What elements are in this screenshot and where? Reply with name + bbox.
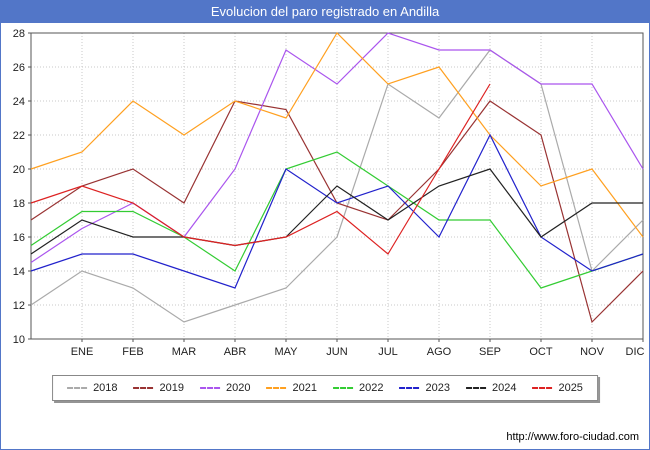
y-tick-label: 10 [13, 334, 25, 346]
legend-item-2022: 2022 [333, 382, 383, 394]
x-tick-label: MAR [172, 346, 197, 358]
x-tick-label: DIC [626, 346, 645, 358]
series-2021 [30, 32, 644, 238]
x-tick-label: NOV [580, 346, 605, 358]
legend-swatch-2025 [532, 387, 553, 389]
legend-swatch-2018 [67, 387, 88, 389]
x-tick-label: JUL [378, 346, 398, 358]
legend-label: 2023 [425, 382, 450, 394]
legend-item-2025: 2025 [532, 382, 583, 394]
y-tick-label: 28 [13, 28, 25, 40]
legend-item-2018: 2018 [67, 382, 118, 394]
y-tick-label: 18 [13, 198, 25, 210]
x-axis: ENE FEB MAR ABR MAY JUN JUL AGO SEP OCT NOV DIC [71, 339, 645, 358]
x-tick-label: FEB [122, 346, 143, 358]
legend-item-2024: 2024 [465, 382, 517, 394]
footer-url[interactable]: http://www.foro-ciudad.com [506, 431, 639, 443]
y-tick-label: 26 [13, 62, 25, 74]
footer: http://www.foro-ciudad.com [506, 431, 639, 443]
legend-swatch-2021 [266, 387, 287, 389]
x-tick-label: AGO [427, 346, 452, 358]
x-tick-label: ABR [224, 346, 247, 358]
y-tick-label: 24 [13, 96, 25, 108]
x-tick-label: OCT [529, 346, 553, 358]
y-tick-label: 14 [13, 266, 25, 278]
x-tick-label: SEP [479, 346, 501, 358]
y-tick-label: 16 [13, 232, 25, 244]
series-2025 [30, 83, 491, 255]
y-tick-label: 22 [13, 130, 25, 142]
title-bar: Evolucion del paro registrado en Andilla [1, 1, 649, 23]
legend-item-2023: 2023 [399, 382, 450, 394]
legend: 2018 2019 2020 2021 2022 2023 2024 2025 [52, 375, 598, 401]
legend-item-2019: 2019 [133, 382, 185, 394]
legend-label: 2021 [292, 382, 317, 394]
chart-title: Evolucion del paro registrado en Andilla [210, 4, 440, 19]
legend-swatch-2020 [200, 387, 221, 389]
legend-swatch-2022 [333, 387, 353, 389]
legend-label: 2025 [558, 382, 583, 394]
series-2022 [30, 151, 644, 289]
legend-label: 2019 [159, 382, 185, 394]
line-chart: 10 12 14 16 18 20 22 24 26 28 ENE FEB MAR ABR MAY JUN JU… [13, 28, 645, 358]
legend-swatch-2019 [133, 387, 154, 389]
series-2024 [30, 168, 643, 255]
legend-label: 2022 [359, 382, 384, 394]
y-axis: 10 12 14 16 18 20 22 24 26 28 [13, 28, 31, 346]
legend-label: 2024 [491, 382, 517, 394]
y-tick-label: 20 [13, 164, 25, 176]
y-tick-label: 12 [13, 300, 25, 312]
x-tick-label: JUN [326, 346, 347, 358]
legend-item-2020: 2020 [200, 382, 251, 394]
legend-swatch-2023 [399, 387, 420, 389]
legend-item-2021: 2021 [266, 382, 317, 394]
x-tick-label: ENE [71, 346, 94, 358]
legend-label: 2020 [226, 382, 251, 394]
x-tick-label: MAY [274, 346, 298, 358]
legend-swatch-2024 [465, 387, 486, 389]
legend-label: 2018 [93, 382, 118, 394]
